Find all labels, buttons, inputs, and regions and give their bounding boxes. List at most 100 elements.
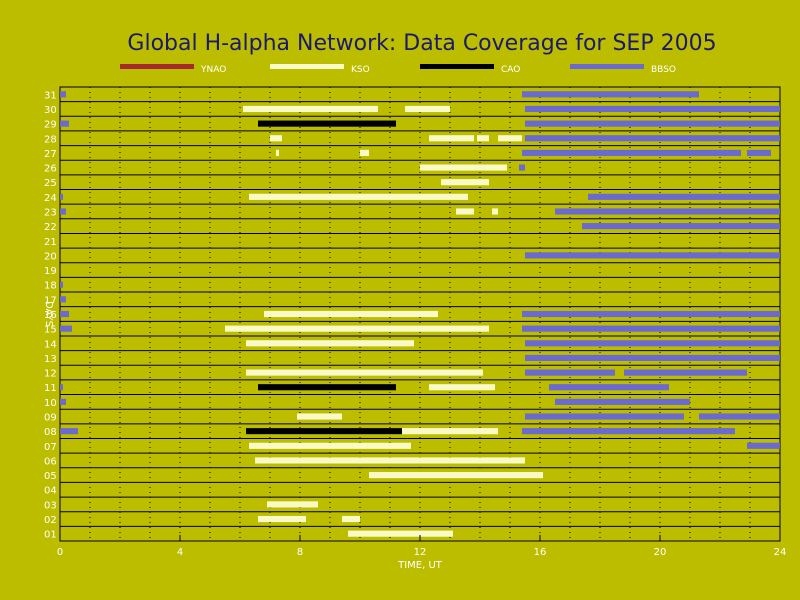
coverage-bar-kso [249,442,411,449]
coverage-bar-bbso [522,428,735,435]
x-tick-label: 20 [654,547,667,558]
legend: YNAO KSO CAO BBSO [120,64,676,75]
coverage-bar-kso [360,149,369,156]
y-tick-label: 21 [44,237,57,248]
y-tick-label: 07 [44,442,57,453]
coverage-bar-bbso [522,149,741,156]
coverage-bar-bbso [60,208,66,215]
coverage-bar-bbso [60,325,72,332]
coverage-bar-kso [498,135,522,142]
chart-title: Global H-alpha Network: Data Coverage fo… [127,31,716,56]
coverage-bar-bbso [60,428,78,435]
y-tick-label: 13 [44,354,57,365]
y-tick-label: 29 [44,120,57,131]
coverage-bar-kso [369,472,543,479]
y-tick-label: 01 [44,530,57,541]
coverage-bar-bbso [525,120,780,127]
y-tick-label: 30 [44,105,57,116]
y-tick-label: 09 [44,413,57,424]
coverage-bar-cao [258,120,396,127]
coverage-bar-bbso [624,369,747,376]
coverage-bar-bbso [519,164,525,171]
coverage-bar-bbso [60,91,66,98]
x-tick-label: 16 [534,547,547,558]
legend-label-kso: KSO [351,65,370,75]
legend-swatch-bbso [570,64,644,69]
y-tick-label: 19 [44,266,57,277]
y-tick-label: 17 [44,295,57,306]
x-axis: 0 4 8 12 16 20 24 [57,535,786,558]
coverage-bar-kso [249,193,468,200]
y-tick-label: 15 [44,325,57,336]
y-tick-label: 22 [44,222,57,233]
coverage-bar-bbso [525,135,780,142]
coverage-bar-kso [297,413,342,420]
coverage-bars [60,91,780,537]
legend-label-cao: CAO [501,65,520,75]
coverage-bar-kso [348,530,453,537]
y-tick-label: 08 [44,427,57,438]
coverage-bar-bbso [60,193,63,200]
coverage-bar-kso [456,208,474,215]
coverage-bar-kso [441,179,489,186]
y-tick-label: 12 [44,369,57,380]
coverage-bar-kso [405,105,450,113]
coverage-bar-bbso [525,369,615,376]
coverage-bar-bbso [525,413,684,420]
coverage-bar-kso [264,310,438,318]
y-tick-label: 31 [44,90,57,101]
y-tick-label: 16 [44,310,57,321]
coverage-bar-cao [246,428,402,435]
coverage-bar-kso [492,208,498,215]
coverage-bar-kso [276,149,279,156]
y-tick-label: 25 [44,178,57,189]
y-tick-label: 18 [44,281,57,292]
y-tick-label: 10 [44,398,57,409]
coverage-bar-bbso [555,398,690,405]
coverage-bar-kso [246,369,483,376]
coverage-bar-bbso [60,281,63,288]
coverage-bar-bbso [525,340,780,347]
legend-swatch-ynao [120,64,194,69]
x-tick-label: 12 [414,547,427,558]
coverage-bar-kso [225,325,489,332]
coverage-bar-kso [429,135,474,142]
y-tick-label: 11 [44,383,57,394]
x-axis-label: TIME, UT [397,560,443,571]
coverage-bar-bbso [582,223,780,230]
coverage-bar-bbso [60,398,66,405]
coverage-bar-bbso [60,120,69,127]
coverage-bar-bbso [525,354,780,362]
coverage-bar-bbso [525,105,780,113]
coverage-bar-kso [270,135,282,142]
y-tick-label: 27 [44,149,57,160]
coverage-bar-bbso [522,325,780,332]
coverage-bar-bbso [60,296,66,303]
coverage-bar-kso [267,501,318,508]
coverage-bar-kso [420,164,507,171]
coverage-bar-bbso [522,91,699,98]
x-tick-label: 4 [177,547,183,558]
coverage-bar-cao [258,384,396,391]
y-tick-label: 04 [44,486,57,497]
legend-label-ynao: YNAO [200,65,226,75]
coverage-bar-bbso [60,310,69,318]
coverage-bar-kso [477,135,489,142]
x-tick-label: 0 [57,547,63,558]
coverage-bar-bbso [588,193,780,200]
y-tick-label: 24 [44,193,57,204]
y-axis: 01 02 03 04 05 06 07 08 09 10 11 12 13 14 15 16 17 18 19 20… [44,90,57,540]
coverage-bar-bbso [699,413,780,420]
legend-swatch-cao [420,64,494,69]
coverage-bar-bbso [549,384,669,391]
coverage-bar-bbso [60,384,63,391]
y-tick-label: 28 [44,134,57,145]
y-tick-label: 02 [44,515,57,526]
coverage-bar-kso [258,515,306,523]
y-tick-label: 14 [44,339,57,350]
legend-label-bbso: BBSO [651,65,676,75]
y-tick-label: 06 [44,456,57,467]
y-tick-label: 23 [44,207,57,218]
coverage-bar-kso [429,384,495,391]
